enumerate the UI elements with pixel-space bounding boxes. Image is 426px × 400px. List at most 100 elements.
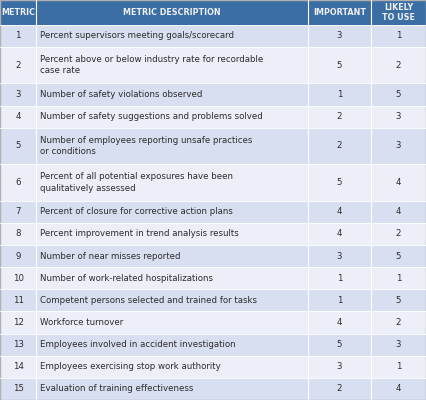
Bar: [0, 267, 36, 289]
Text: 1: 1: [396, 274, 401, 283]
Bar: [308, 334, 371, 356]
Bar: [0, 0, 36, 25]
Text: 3: 3: [337, 362, 342, 371]
Text: Percent above or below industry rate for recordable
case rate: Percent above or below industry rate for…: [40, 55, 264, 75]
Text: 2: 2: [337, 384, 342, 394]
Bar: [371, 378, 426, 400]
Bar: [371, 84, 426, 106]
Text: 1: 1: [15, 31, 21, 40]
Bar: [0, 289, 36, 312]
Bar: [308, 0, 371, 25]
Text: Number of near misses reported: Number of near misses reported: [40, 252, 181, 261]
Text: 8: 8: [15, 230, 21, 238]
Bar: [0, 201, 36, 223]
Text: Employees exercising stop work authority: Employees exercising stop work authority: [40, 362, 221, 371]
Bar: [371, 201, 426, 223]
Bar: [36, 356, 308, 378]
Bar: [0, 47, 36, 84]
Text: 5: 5: [337, 340, 342, 349]
Text: Workforce turnover: Workforce turnover: [40, 318, 124, 327]
Text: 2: 2: [337, 112, 342, 121]
Bar: [0, 378, 36, 400]
Text: IMPORTANT: IMPORTANT: [313, 8, 366, 17]
Bar: [308, 84, 371, 106]
Bar: [36, 223, 308, 245]
Bar: [0, 25, 36, 47]
Text: Number of work-related hospitalizations: Number of work-related hospitalizations: [40, 274, 213, 283]
Bar: [308, 25, 371, 47]
Bar: [0, 164, 36, 201]
Text: 3: 3: [396, 112, 401, 121]
Text: LIKELY
TO USE: LIKELY TO USE: [382, 3, 415, 22]
Bar: [36, 245, 308, 267]
Text: 5: 5: [15, 142, 21, 150]
Bar: [36, 267, 308, 289]
Text: 2: 2: [337, 142, 342, 150]
Text: 14: 14: [13, 362, 23, 371]
Text: 4: 4: [396, 384, 401, 394]
Bar: [308, 267, 371, 289]
Bar: [308, 245, 371, 267]
Text: 13: 13: [13, 340, 23, 349]
Bar: [371, 312, 426, 334]
Text: 4: 4: [15, 112, 21, 121]
Bar: [308, 164, 371, 201]
Text: 9: 9: [15, 252, 21, 261]
Text: 4: 4: [337, 230, 342, 238]
Bar: [36, 0, 308, 25]
Bar: [371, 106, 426, 128]
Text: Evaluation of training effectiveness: Evaluation of training effectiveness: [40, 384, 194, 394]
Bar: [0, 334, 36, 356]
Bar: [36, 289, 308, 312]
Text: 5: 5: [396, 296, 401, 305]
Text: Employees involved in accident investigation: Employees involved in accident investiga…: [40, 340, 236, 349]
Bar: [308, 289, 371, 312]
Bar: [36, 312, 308, 334]
Text: 4: 4: [396, 207, 401, 216]
Bar: [308, 106, 371, 128]
Text: Number of safety suggestions and problems solved: Number of safety suggestions and problem…: [40, 112, 263, 121]
Text: 3: 3: [337, 31, 342, 40]
Bar: [0, 106, 36, 128]
Bar: [308, 47, 371, 84]
Text: 11: 11: [13, 296, 23, 305]
Text: METRIC: METRIC: [1, 8, 35, 17]
Text: 7: 7: [15, 207, 21, 216]
Bar: [0, 356, 36, 378]
Bar: [36, 378, 308, 400]
Bar: [0, 245, 36, 267]
Text: 1: 1: [396, 31, 401, 40]
Bar: [308, 223, 371, 245]
Text: METRIC DESCRIPTION: METRIC DESCRIPTION: [123, 8, 221, 17]
Text: 5: 5: [396, 252, 401, 261]
Text: 12: 12: [13, 318, 23, 327]
Bar: [308, 201, 371, 223]
Bar: [36, 164, 308, 201]
Bar: [308, 356, 371, 378]
Bar: [36, 128, 308, 164]
Bar: [308, 128, 371, 164]
Bar: [36, 106, 308, 128]
Text: 5: 5: [337, 61, 342, 70]
Text: 2: 2: [15, 61, 21, 70]
Text: 1: 1: [396, 362, 401, 371]
Bar: [308, 378, 371, 400]
Text: 2: 2: [396, 318, 401, 327]
Text: Percent of closure for corrective action plans: Percent of closure for corrective action…: [40, 207, 233, 216]
Text: 2: 2: [396, 61, 401, 70]
Text: 10: 10: [13, 274, 23, 283]
Text: Number of safety violations observed: Number of safety violations observed: [40, 90, 203, 99]
Bar: [371, 164, 426, 201]
Text: 3: 3: [396, 340, 401, 349]
Text: 1: 1: [337, 274, 342, 283]
Text: Percent improvement in trend analysis results: Percent improvement in trend analysis re…: [40, 230, 239, 238]
Text: 1: 1: [337, 90, 342, 99]
Bar: [371, 267, 426, 289]
Text: 15: 15: [13, 384, 23, 394]
Text: 4: 4: [337, 318, 342, 327]
Bar: [371, 356, 426, 378]
Text: 5: 5: [337, 178, 342, 187]
Bar: [0, 128, 36, 164]
Bar: [371, 25, 426, 47]
Text: 4: 4: [337, 207, 342, 216]
